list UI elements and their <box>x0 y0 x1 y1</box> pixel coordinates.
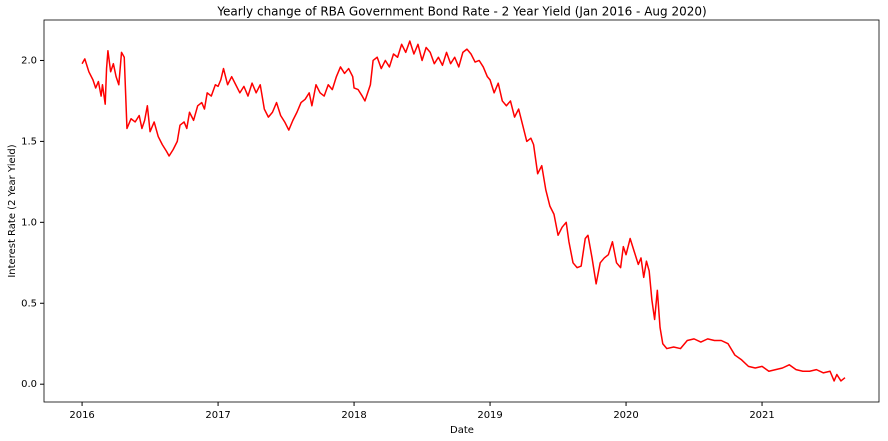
plot-frame <box>43 19 880 403</box>
x-tick-label: 2021 <box>749 410 774 421</box>
x-axis-label: Date <box>450 425 474 436</box>
x-tick-label: 2019 <box>477 410 502 421</box>
chart-title: Yearly change of RBA Government Bond Rat… <box>216 5 706 19</box>
y-axis-label: Interest Rate (2 Year Yield) <box>7 144 18 277</box>
x-tick-label: 2020 <box>613 410 638 421</box>
y-tick-label: 1.0 <box>21 217 37 228</box>
data-line <box>81 40 846 382</box>
x-tick-label: 2016 <box>69 410 94 421</box>
y-tick-label: 2.0 <box>21 55 37 66</box>
x-tick-label: 2017 <box>205 410 230 421</box>
y-tick-label: 1.5 <box>21 136 37 147</box>
y-tick-label: 0.5 <box>21 298 37 309</box>
y-tick-label: 0.0 <box>21 379 37 390</box>
x-tick-label: 2018 <box>341 410 366 421</box>
